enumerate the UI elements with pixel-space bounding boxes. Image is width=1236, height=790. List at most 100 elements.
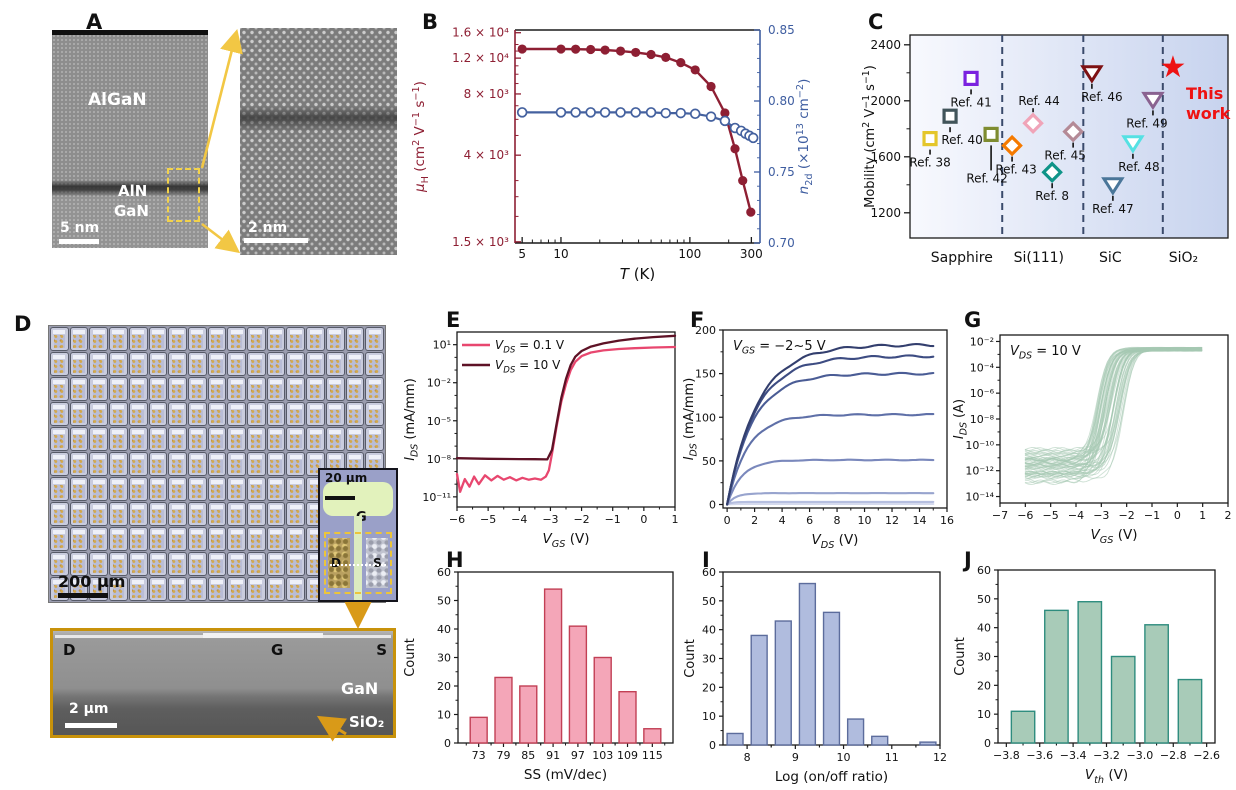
- chart-text: −3.2: [1093, 749, 1120, 762]
- n2d-point: [747, 132, 759, 144]
- device-cell: [207, 452, 227, 476]
- chart-text: 79: [496, 749, 510, 762]
- chart-text: −6: [449, 513, 465, 526]
- device-cell: [207, 552, 227, 576]
- panel-label-f: F: [690, 308, 705, 332]
- chart-text: 109: [617, 749, 638, 762]
- device-cell: [187, 502, 207, 526]
- histogram-bar: [568, 625, 588, 744]
- device-cell: [148, 527, 168, 551]
- device-cell: [286, 427, 306, 451]
- device-cell: [365, 427, 384, 451]
- device-cell: [207, 377, 227, 401]
- chart-text: 10⁻⁶: [970, 387, 995, 400]
- device-cell: [207, 477, 227, 501]
- device-cell: [306, 402, 325, 426]
- device-cell: [266, 352, 286, 376]
- chart-text: −3.8: [993, 749, 1020, 762]
- marker-square: [983, 126, 999, 142]
- device-cell: [227, 502, 247, 526]
- chart-text: 10: [437, 709, 451, 722]
- chart-text: −7: [992, 509, 1008, 522]
- device-cell: [286, 477, 306, 501]
- chart-text: 10⁻¹⁰: [965, 439, 994, 452]
- chart-text: 1: [672, 513, 679, 526]
- n2d-point: [645, 107, 657, 118]
- device-cell: [266, 477, 286, 501]
- device-cell: [306, 377, 325, 401]
- histogram-bar: [822, 611, 841, 746]
- device-cell: [207, 577, 227, 601]
- device-cell: [247, 552, 266, 576]
- chart-text: 20: [977, 679, 991, 692]
- device-cell: [286, 552, 306, 576]
- ref-label: Ref. 47: [1092, 202, 1133, 216]
- scale-bar: [325, 496, 355, 500]
- device-cell: [247, 427, 266, 451]
- device-cell: [345, 327, 365, 351]
- chart-text: 4: [779, 514, 786, 527]
- histogram-bar: [726, 732, 744, 746]
- device-cell: [109, 377, 128, 401]
- device-cell: [227, 352, 247, 376]
- chart-text: 2400: [870, 38, 901, 52]
- device-cell: [168, 477, 187, 501]
- device-cell: [247, 577, 266, 601]
- device-cell: [168, 452, 187, 476]
- device-cell: [168, 352, 187, 376]
- y-axis-label: Count: [403, 638, 418, 677]
- scale-bar-label: 2 μm: [69, 701, 109, 717]
- device-cell: [325, 352, 345, 376]
- chart-text: 12: [885, 514, 899, 527]
- device-cell: [325, 427, 345, 451]
- device-cell: [187, 327, 207, 351]
- device-cell: [89, 327, 109, 351]
- device-cell: [50, 377, 69, 401]
- chart-text: 10: [553, 247, 568, 261]
- device-cell: [266, 502, 286, 526]
- histogram-bar: [1110, 655, 1136, 744]
- device-cell: [69, 377, 89, 401]
- chart-text: −6: [1017, 509, 1033, 522]
- panel-label-i: I: [702, 548, 710, 572]
- chart-text: −1: [605, 513, 621, 526]
- ref-label: Ref. 38: [909, 156, 950, 170]
- device-cell: [50, 327, 69, 351]
- device-cell: [266, 427, 286, 451]
- panel-f-output-curve-chart: 0 2 4 6 8 10 12 14 16 0 50 100 150 200 VDS (V) IDS (mA/…: [682, 324, 954, 550]
- device-cell: [227, 577, 247, 601]
- device-cell: [128, 452, 148, 476]
- chart-text: −3.6: [1026, 749, 1053, 762]
- ref-label: Ref. 42: [966, 171, 1007, 185]
- chart-text: 103: [592, 749, 613, 762]
- mu-point: [690, 65, 700, 75]
- device-cell: [266, 527, 286, 551]
- chart-text: 2000: [870, 94, 901, 108]
- device-cell: [50, 427, 69, 451]
- chart-text: 10⁻²: [970, 335, 994, 348]
- mu-point: [556, 44, 566, 54]
- panel-g-transfer-statistics-chart: −7 −6 −5 −4 −3 −2 −1 0 1 2 10⁻² 10⁻⁴ 10⁻⁶ 10⁻⁸ 10⁻¹⁰ 10…: [952, 334, 1232, 546]
- chart-text: 20: [437, 680, 451, 693]
- chart-text: 60: [702, 566, 716, 579]
- histogram-bar: [1010, 710, 1036, 744]
- device-cell: [50, 552, 69, 576]
- marker-diamond: [1001, 134, 1023, 157]
- scale-bar: [244, 238, 308, 243]
- marker-square: [942, 108, 958, 124]
- x-axis-label: Log (on/off ratio): [775, 769, 888, 785]
- mu-point: [676, 58, 686, 68]
- device-cell: [69, 452, 89, 476]
- sem-cross-section-image: D G S GaN SiO₂ 2 μm: [50, 628, 396, 738]
- chart-text: 60: [437, 566, 451, 579]
- device-cell: [109, 552, 128, 576]
- device-cell: [286, 502, 306, 526]
- device-cell: [187, 552, 207, 576]
- histogram-bar: [469, 716, 488, 744]
- chart-text: 100: [695, 411, 716, 424]
- device-cell: [345, 352, 365, 376]
- mu-point: [631, 47, 641, 58]
- chart-text: 300: [740, 247, 763, 261]
- device-cell: [50, 402, 69, 426]
- histogram-bar: [919, 741, 937, 746]
